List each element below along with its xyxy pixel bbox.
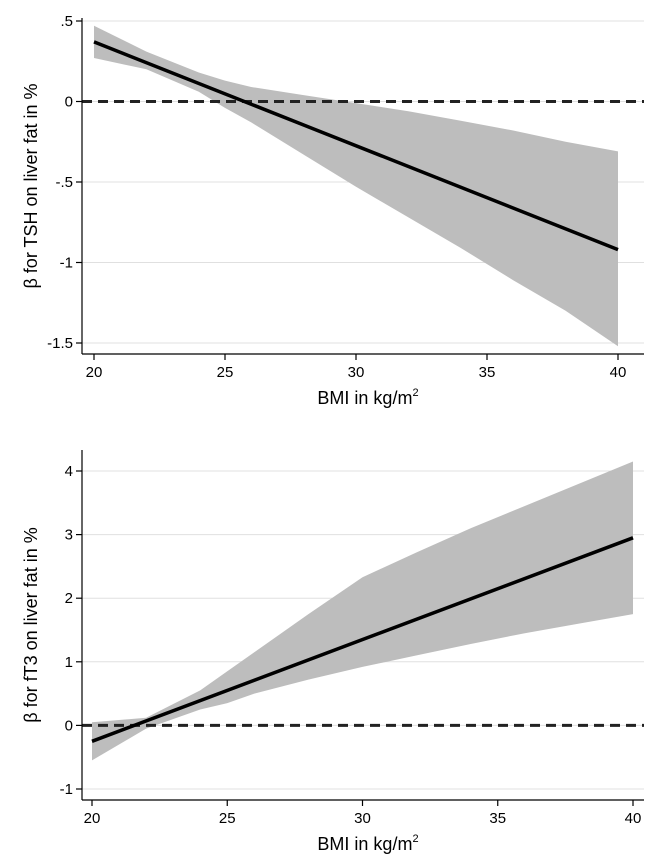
y-tick-label: -.5 (55, 174, 73, 191)
x-tick-label: 40 (625, 810, 642, 827)
x-tick-label: 40 (610, 364, 627, 381)
confidence-band (92, 461, 633, 761)
fitted-line (91, 536, 634, 743)
y-tick-label: 0 (65, 717, 73, 734)
x-tick-label: 20 (86, 364, 103, 381)
y-tick-label: 4 (65, 463, 73, 480)
x-tick-label: 30 (354, 810, 371, 827)
x-tick-label: 30 (348, 364, 365, 381)
y-tick-label: 3 (65, 527, 73, 544)
confidence-band (94, 25, 618, 347)
y-axis-title: β for fT3 on liver fat in % (21, 527, 41, 722)
y-tick-label: 2 (65, 590, 73, 607)
x-axis-title-text: BMI in kg/m (317, 388, 412, 408)
y-tick-label: 1 (65, 654, 73, 671)
x-tick-label: 25 (219, 810, 236, 827)
x-axis-title: BMI in kg/m2 (317, 833, 418, 854)
x-axis-title-superscript: 2 (412, 387, 418, 399)
x-tick-label: 25 (217, 364, 234, 381)
y-tick-label: -1.5 (47, 335, 73, 352)
x-tick-label: 20 (84, 810, 101, 827)
chart-panel-1: -1.5 -1 -.5 0 .5 20 25 30 35 40 BMI in kg/m2 β for … (21, 13, 644, 408)
x-axis-title-superscript: 2 (412, 833, 418, 845)
y-tick-label: .5 (60, 13, 73, 30)
x-axis-title: BMI in kg/m2 (317, 387, 418, 408)
fitted-line (93, 40, 619, 252)
y-axis-title: β for TSH on liver fat in % (21, 83, 41, 288)
x-tick-label: 35 (489, 810, 506, 827)
x-axis-title-text: BMI in kg/m (317, 834, 412, 854)
y-tick-label: -1 (60, 781, 73, 798)
y-tick-label: -1 (60, 255, 73, 272)
x-tick-label: 35 (479, 364, 496, 381)
y-tick-label: 0 (65, 94, 73, 111)
